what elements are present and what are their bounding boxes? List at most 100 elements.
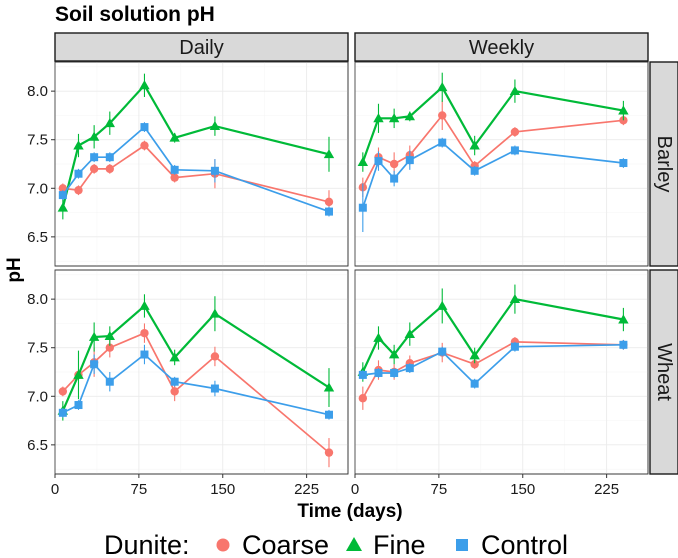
- series-coarse: [58, 140, 334, 214]
- data-point-coarse: [324, 448, 334, 457]
- data-point-coarse: [210, 352, 220, 361]
- panel-border: [54, 269, 349, 475]
- data-point-control: [510, 146, 519, 155]
- data-point-coarse: [89, 164, 99, 174]
- series-control: [58, 122, 333, 217]
- panel-border: [54, 61, 349, 267]
- legend-label-coarse: Coarse: [242, 530, 329, 558]
- panel-barley-weekly: [354, 61, 649, 267]
- strip-box: [649, 269, 678, 475]
- x-tick-label: 0: [351, 481, 359, 498]
- data-point-fine: [323, 149, 335, 159]
- panel-wheat-daily: [54, 269, 349, 475]
- panels-layer: [54, 61, 649, 475]
- data-point-coarse: [170, 387, 179, 396]
- data-point-coarse: [438, 111, 447, 120]
- series-fine: [357, 72, 629, 172]
- data-point-control: [58, 191, 67, 200]
- series-line-fine: [61, 304, 330, 412]
- data-point-fine: [73, 140, 84, 150]
- series-control: [358, 339, 628, 389]
- legend-item-fine: Fine: [346, 530, 426, 558]
- data-point-control: [390, 368, 399, 377]
- strip-label: Barley: [653, 136, 675, 193]
- data-point-control: [358, 203, 367, 212]
- x-tick-label: 75: [131, 481, 148, 498]
- data-point-fine: [104, 118, 115, 128]
- y-tick-label: 7.5: [27, 340, 48, 357]
- data-point-fine: [323, 382, 335, 392]
- data-point-fine: [509, 293, 521, 304]
- data-point-control: [374, 368, 383, 377]
- legend-title: Dunite:: [104, 530, 190, 558]
- panel-wheat-weekly: [354, 269, 649, 475]
- data-point-fine: [388, 349, 400, 359]
- data-point-control: [140, 123, 149, 132]
- data-point-control: [619, 340, 628, 349]
- data-point-coarse: [389, 159, 399, 169]
- data-point-coarse: [170, 173, 179, 182]
- data-point-fine: [209, 308, 221, 318]
- data-point-control: [90, 360, 99, 369]
- x-tick-label: 0: [51, 481, 59, 498]
- data-point-control: [324, 410, 333, 419]
- panel-border: [354, 269, 649, 475]
- legend: Dunite: Coarse Fine Control: [104, 530, 568, 558]
- strip-weekly: Weekly: [354, 32, 649, 62]
- data-point-fine: [57, 202, 69, 212]
- data-point-control: [358, 370, 367, 379]
- y-tick-label: 6.5: [27, 229, 48, 246]
- data-point-control: [510, 342, 519, 351]
- x-tick-label: 75: [431, 481, 448, 498]
- legend-item-control: Control: [456, 530, 568, 558]
- strip-wheat: Wheat: [649, 269, 678, 475]
- data-point-control: [438, 138, 447, 147]
- strip-box: [354, 32, 649, 62]
- data-point-coarse: [105, 164, 114, 174]
- legend-key-coarse: [216, 538, 230, 552]
- data-point-control: [390, 174, 399, 183]
- data-point-control: [374, 157, 383, 166]
- data-point-coarse: [510, 127, 520, 137]
- series-line-fine: [61, 83, 330, 208]
- data-point-coarse: [105, 343, 114, 352]
- legend-key-control: [456, 539, 468, 551]
- strip-barley: Barley: [649, 61, 678, 267]
- data-point-fine: [169, 132, 180, 142]
- data-point-fine: [469, 350, 480, 360]
- panel-barley-daily: [54, 61, 349, 267]
- data-point-fine: [88, 331, 100, 341]
- legend-label-control: Control: [481, 530, 568, 558]
- data-point-fine: [139, 80, 150, 90]
- data-point-fine: [404, 328, 415, 339]
- series-control: [358, 137, 628, 232]
- data-point-fine: [404, 111, 415, 121]
- legend-label-fine: Fine: [373, 530, 426, 558]
- series-control: [58, 344, 333, 420]
- strip-daily: Daily: [54, 32, 349, 62]
- strip-label: Daily: [179, 37, 223, 59]
- data-point-coarse: [140, 328, 149, 338]
- data-point-fine: [618, 105, 629, 115]
- axes-layer: 6.5 7.0 7.5 8.0 6.5 7.0 7.5 8.0 0 75 150 225 0 75 150 2…: [27, 83, 619, 498]
- data-point-control: [105, 377, 114, 386]
- data-point-control: [140, 350, 149, 359]
- data-point-fine: [169, 352, 180, 362]
- data-point-fine: [139, 300, 150, 310]
- chart-title: Soil solution pH: [55, 3, 215, 26]
- y-axis-title: pH: [4, 257, 25, 282]
- x-tick-label: 225: [294, 481, 319, 498]
- data-point-fine: [509, 85, 521, 96]
- data-point-coarse: [58, 184, 68, 193]
- data-point-fine: [437, 82, 448, 92]
- strip-label: Wheat: [653, 343, 675, 401]
- data-point-control: [405, 156, 414, 165]
- data-point-control: [170, 377, 179, 386]
- data-point-fine: [373, 332, 384, 342]
- data-point-coarse: [358, 394, 368, 403]
- series-line-control: [62, 353, 330, 416]
- data-point-control: [58, 408, 67, 417]
- data-point-coarse: [74, 186, 83, 195]
- strips-layer: Daily Weekly Barley Wheat: [54, 32, 678, 475]
